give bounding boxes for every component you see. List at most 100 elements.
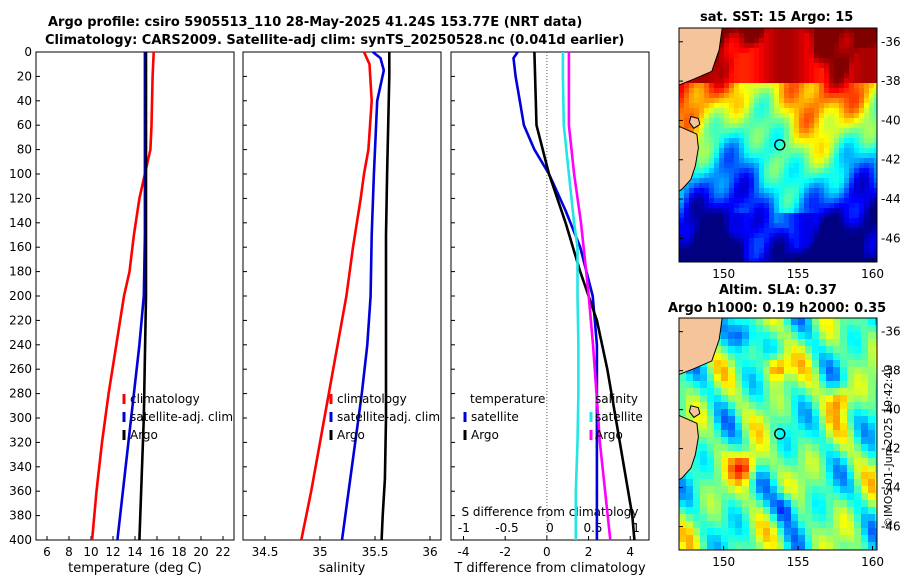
map-cell (774, 83, 779, 88)
map-cell (834, 153, 839, 158)
map-cell (819, 153, 824, 158)
map-cell (759, 123, 764, 128)
map-cell (739, 138, 744, 143)
map-cell (759, 203, 764, 208)
map-cell (729, 133, 734, 138)
map-cell (814, 188, 819, 193)
map-cell (754, 213, 759, 218)
map-cell (754, 253, 759, 258)
map-cell (693, 465, 700, 472)
map-cell (714, 238, 719, 243)
map-cell (805, 430, 812, 437)
map-cell (789, 28, 794, 33)
legend-group-label: temperature (470, 392, 545, 406)
map-cell (744, 28, 749, 33)
map-cell (714, 479, 721, 486)
map-cell (844, 203, 849, 208)
map-cell (759, 248, 764, 253)
map-cell (742, 416, 749, 423)
map-cell (774, 143, 779, 148)
map-cell (714, 103, 719, 108)
map-cell (759, 68, 764, 73)
map-cell (764, 143, 769, 148)
map-cell (814, 193, 819, 198)
map-cell (819, 528, 826, 535)
map-cell (839, 238, 844, 243)
map-cell (798, 500, 805, 507)
map-cell (709, 223, 714, 228)
map-cell (847, 374, 854, 381)
map-cell (742, 479, 749, 486)
map-cell (784, 395, 791, 402)
difference-x-label: T difference from climatology (453, 561, 646, 576)
map-cell (735, 500, 742, 507)
sla-field (679, 318, 877, 550)
map-cell (709, 193, 714, 198)
map-cell (812, 381, 819, 388)
map-cell (799, 248, 804, 253)
map-cell (798, 444, 805, 451)
map-cell (859, 53, 864, 58)
map-cell (721, 388, 728, 395)
map-cell (756, 514, 763, 521)
map-cell (805, 416, 812, 423)
map-cell (864, 178, 869, 183)
map-cell (864, 188, 869, 193)
map-cell (784, 148, 789, 153)
map-cell (728, 437, 735, 444)
map-cell (754, 108, 759, 113)
map-cell (809, 28, 814, 33)
map-cell (770, 528, 777, 535)
map-cell (729, 173, 734, 178)
map-cell (744, 208, 749, 213)
map-cell (679, 253, 684, 258)
map-cell (739, 258, 744, 262)
map-cell (693, 416, 700, 423)
map-cell (719, 63, 724, 68)
map-cell (789, 218, 794, 223)
map-cell (728, 486, 735, 493)
map-cell (735, 486, 742, 493)
map-cell (814, 28, 819, 33)
map-cell (699, 153, 704, 158)
map-cell (854, 325, 861, 332)
map-cell (694, 228, 699, 233)
map-cell (789, 158, 794, 163)
map-cell (709, 228, 714, 233)
map-cell (849, 253, 854, 258)
map-y-tick-label: -40 (881, 403, 900, 417)
map-cell (809, 253, 814, 258)
map-cell (794, 123, 799, 128)
map-cell (839, 223, 844, 228)
map-cell (729, 168, 734, 173)
map-cell (805, 465, 812, 472)
map-cell (779, 143, 784, 148)
map-cell (849, 153, 854, 158)
map-cell (805, 493, 812, 500)
map-cell (754, 38, 759, 43)
legend-label: satellite (595, 410, 643, 424)
map-cell (794, 53, 799, 58)
map-cell (814, 168, 819, 173)
map-cell (824, 148, 829, 153)
map-cell (729, 128, 734, 133)
map-cell (869, 58, 874, 63)
map-cell (734, 248, 739, 253)
map-cell (805, 528, 812, 535)
map-cell (724, 163, 729, 168)
map-cell (833, 458, 840, 465)
map-cell (804, 43, 809, 48)
map-cell (689, 183, 694, 188)
map-cell (709, 93, 714, 98)
map-cell (826, 374, 833, 381)
map-cell (875, 507, 877, 514)
map-cell (812, 437, 819, 444)
map-cell (812, 430, 819, 437)
map-cell (756, 416, 763, 423)
map-cell (849, 93, 854, 98)
map-cell (754, 183, 759, 188)
map-cell (859, 208, 864, 213)
map-cell (693, 528, 700, 535)
map-cell (864, 88, 869, 93)
map-cell (874, 188, 877, 193)
